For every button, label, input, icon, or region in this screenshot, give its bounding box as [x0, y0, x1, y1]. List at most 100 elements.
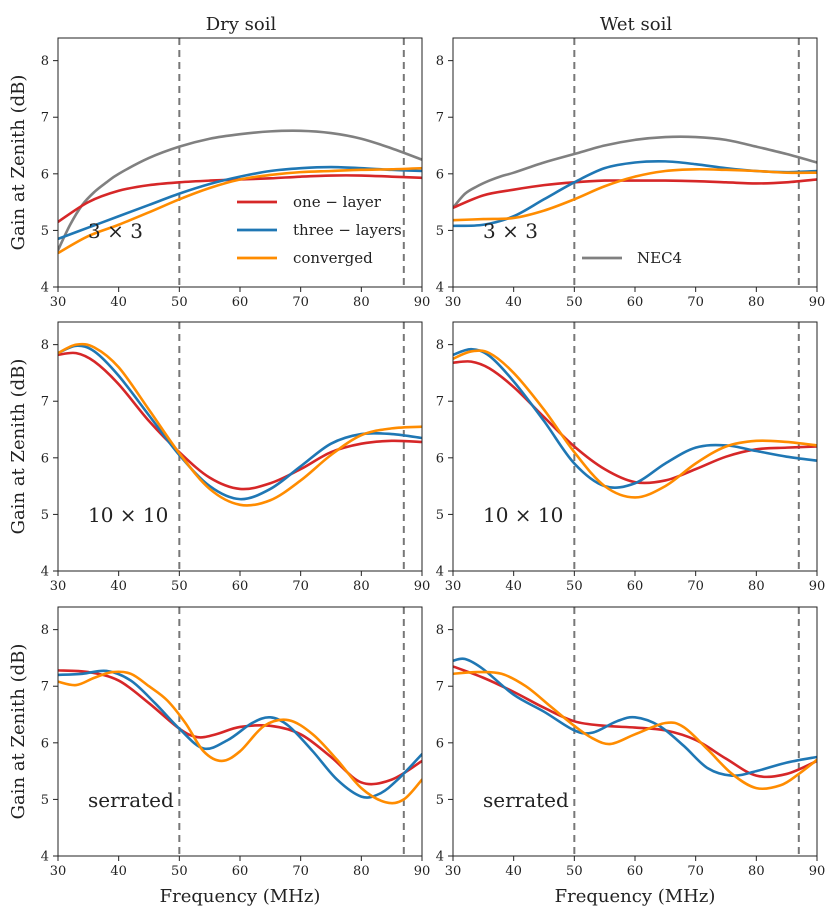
x-tick-label: 60 [627, 295, 644, 310]
y-tick-label: 4 [41, 281, 49, 296]
y-tick-label: 8 [41, 623, 49, 638]
x-tick-label: 90 [809, 864, 826, 879]
x-tick-label: 50 [566, 579, 583, 594]
y-tick-label: 4 [436, 281, 444, 296]
x-tick-label: 30 [445, 579, 462, 594]
plot-frame [452, 606, 818, 857]
panel-label: 3 × 3 [483, 219, 538, 243]
series-line-three-layers [58, 165, 422, 241]
y-tick-label: 6 [41, 451, 49, 466]
series-line-three-layers [453, 347, 817, 489]
x-tick-label: 60 [627, 864, 644, 879]
x-tick-label: 70 [292, 864, 309, 879]
y-tick-label: 4 [41, 850, 49, 865]
legend-label-converged: converged [293, 249, 373, 267]
x-tick-label: 70 [687, 295, 704, 310]
x-tick-label: 30 [445, 295, 462, 310]
series-line-nec4 [58, 129, 422, 252]
plot-frame [452, 321, 818, 572]
x-tick-label: 70 [687, 864, 704, 879]
chart-panel-1: 30 40 50 60 70 80 90 4 5 6 7 8 3 × 3 Gain at Zenith (… [8, 37, 430, 310]
x-tick-label: 70 [292, 295, 309, 310]
x-tick-label: 30 [50, 579, 67, 594]
y-tick-label: 5 [41, 224, 49, 239]
chart-panel-6: 30 40 50 60 70 80 90 4 5 6 7 8 serrated Frequency (MH… [436, 606, 826, 907]
y-tick-label: 6 [436, 736, 444, 751]
y-tick-label: 6 [436, 167, 444, 182]
series-group [453, 135, 817, 228]
x-tick-label: 40 [505, 579, 522, 594]
y-tick-label: 7 [41, 680, 49, 695]
series-line-converged [58, 670, 422, 805]
x-tick-label: 80 [748, 579, 765, 594]
y-axis-label: Gain at Zenith (dB) [8, 75, 29, 251]
x-tick-label: 90 [414, 579, 431, 594]
panel-label: 3 × 3 [88, 219, 143, 243]
y-tick-label: 7 [436, 111, 444, 126]
x-tick-label: 40 [110, 295, 127, 310]
y-axis-label: Gain at Zenith (dB) [8, 644, 29, 820]
series-line-one-layer [453, 178, 817, 210]
x-tick-label: 30 [50, 864, 67, 879]
y-tick-label: 7 [436, 395, 444, 410]
series-line-converged [453, 167, 817, 222]
x-tick-label: 40 [110, 579, 127, 594]
series-line-nec4 [453, 135, 817, 210]
y-tick-label: 5 [41, 793, 49, 808]
series-group [453, 347, 817, 499]
y-tick-label: 7 [41, 395, 49, 410]
y-tick-label: 7 [436, 680, 444, 695]
series-line-three-layers [453, 657, 817, 777]
column-title-wet-soil: Wet soil [600, 14, 672, 35]
legend: one − layer three − layers converged [237, 193, 402, 267]
x-tick-label: 30 [445, 864, 462, 879]
x-tick-label: 70 [292, 579, 309, 594]
x-tick-label: 30 [50, 295, 67, 310]
y-tick-label: 5 [436, 508, 444, 523]
x-tick-label: 80 [353, 295, 370, 310]
x-tick-label: 60 [232, 579, 249, 594]
panel-label: serrated [483, 788, 569, 812]
chart-panel-4: 30 40 50 60 70 80 90 4 5 6 7 8 10 × 10 [436, 321, 826, 594]
series-line-one-layer [453, 360, 817, 485]
x-tick-label: 80 [748, 295, 765, 310]
x-tick-label: 80 [353, 864, 370, 879]
series-line-one-layer [58, 351, 422, 491]
chart-panel-2: 30 40 50 60 70 80 90 4 5 6 7 8 3 × 3 NEC4 [436, 37, 825, 310]
y-tick-label: 6 [41, 167, 49, 182]
x-tick-label: 90 [809, 579, 826, 594]
y-tick-label: 4 [436, 565, 444, 580]
x-tick-label: 50 [171, 864, 188, 879]
series-group [453, 657, 817, 791]
x-tick-label: 50 [566, 864, 583, 879]
panel-label: 10 × 10 [88, 503, 168, 527]
legend-label-three-layers: three − layers [293, 221, 402, 239]
panel-label: 10 × 10 [483, 503, 563, 527]
x-tick-label: 60 [627, 579, 644, 594]
chart-panel-3: 30 40 50 60 70 80 90 4 5 6 7 8 10 × 10 Gain at Zenith… [8, 321, 431, 594]
series-group [58, 129, 422, 255]
series-line-three-layers [58, 669, 422, 799]
series-line-converged [58, 166, 422, 255]
series-line-three-layers [58, 344, 422, 501]
series-group [58, 669, 422, 805]
y-axis-label: Gain at Zenith (dB) [8, 359, 29, 535]
y-tick-label: 8 [41, 338, 49, 353]
x-tick-label: 70 [687, 579, 704, 594]
series-line-converged [453, 670, 817, 791]
legend-label-nec4: NEC4 [637, 249, 682, 267]
y-tick-label: 4 [41, 565, 49, 580]
series-group [58, 342, 422, 507]
x-tick-label: 80 [748, 864, 765, 879]
x-tick-label: 50 [171, 295, 188, 310]
panel-grid: 30 40 50 60 70 80 90 4 5 6 7 8 3 × 3 Gain at Zenith (… [8, 37, 826, 907]
series-line-one-layer [453, 665, 817, 779]
y-tick-label: 6 [436, 451, 444, 466]
x-axis-label: Frequency (MHz) [555, 886, 716, 907]
x-tick-label: 40 [505, 864, 522, 879]
y-tick-label: 5 [41, 508, 49, 523]
series-line-converged [58, 342, 422, 507]
y-tick-label: 8 [436, 338, 444, 353]
chart-panel-5: 30 40 50 60 70 80 90 4 5 6 7 8 serrated Gain at Zenit… [8, 606, 430, 907]
